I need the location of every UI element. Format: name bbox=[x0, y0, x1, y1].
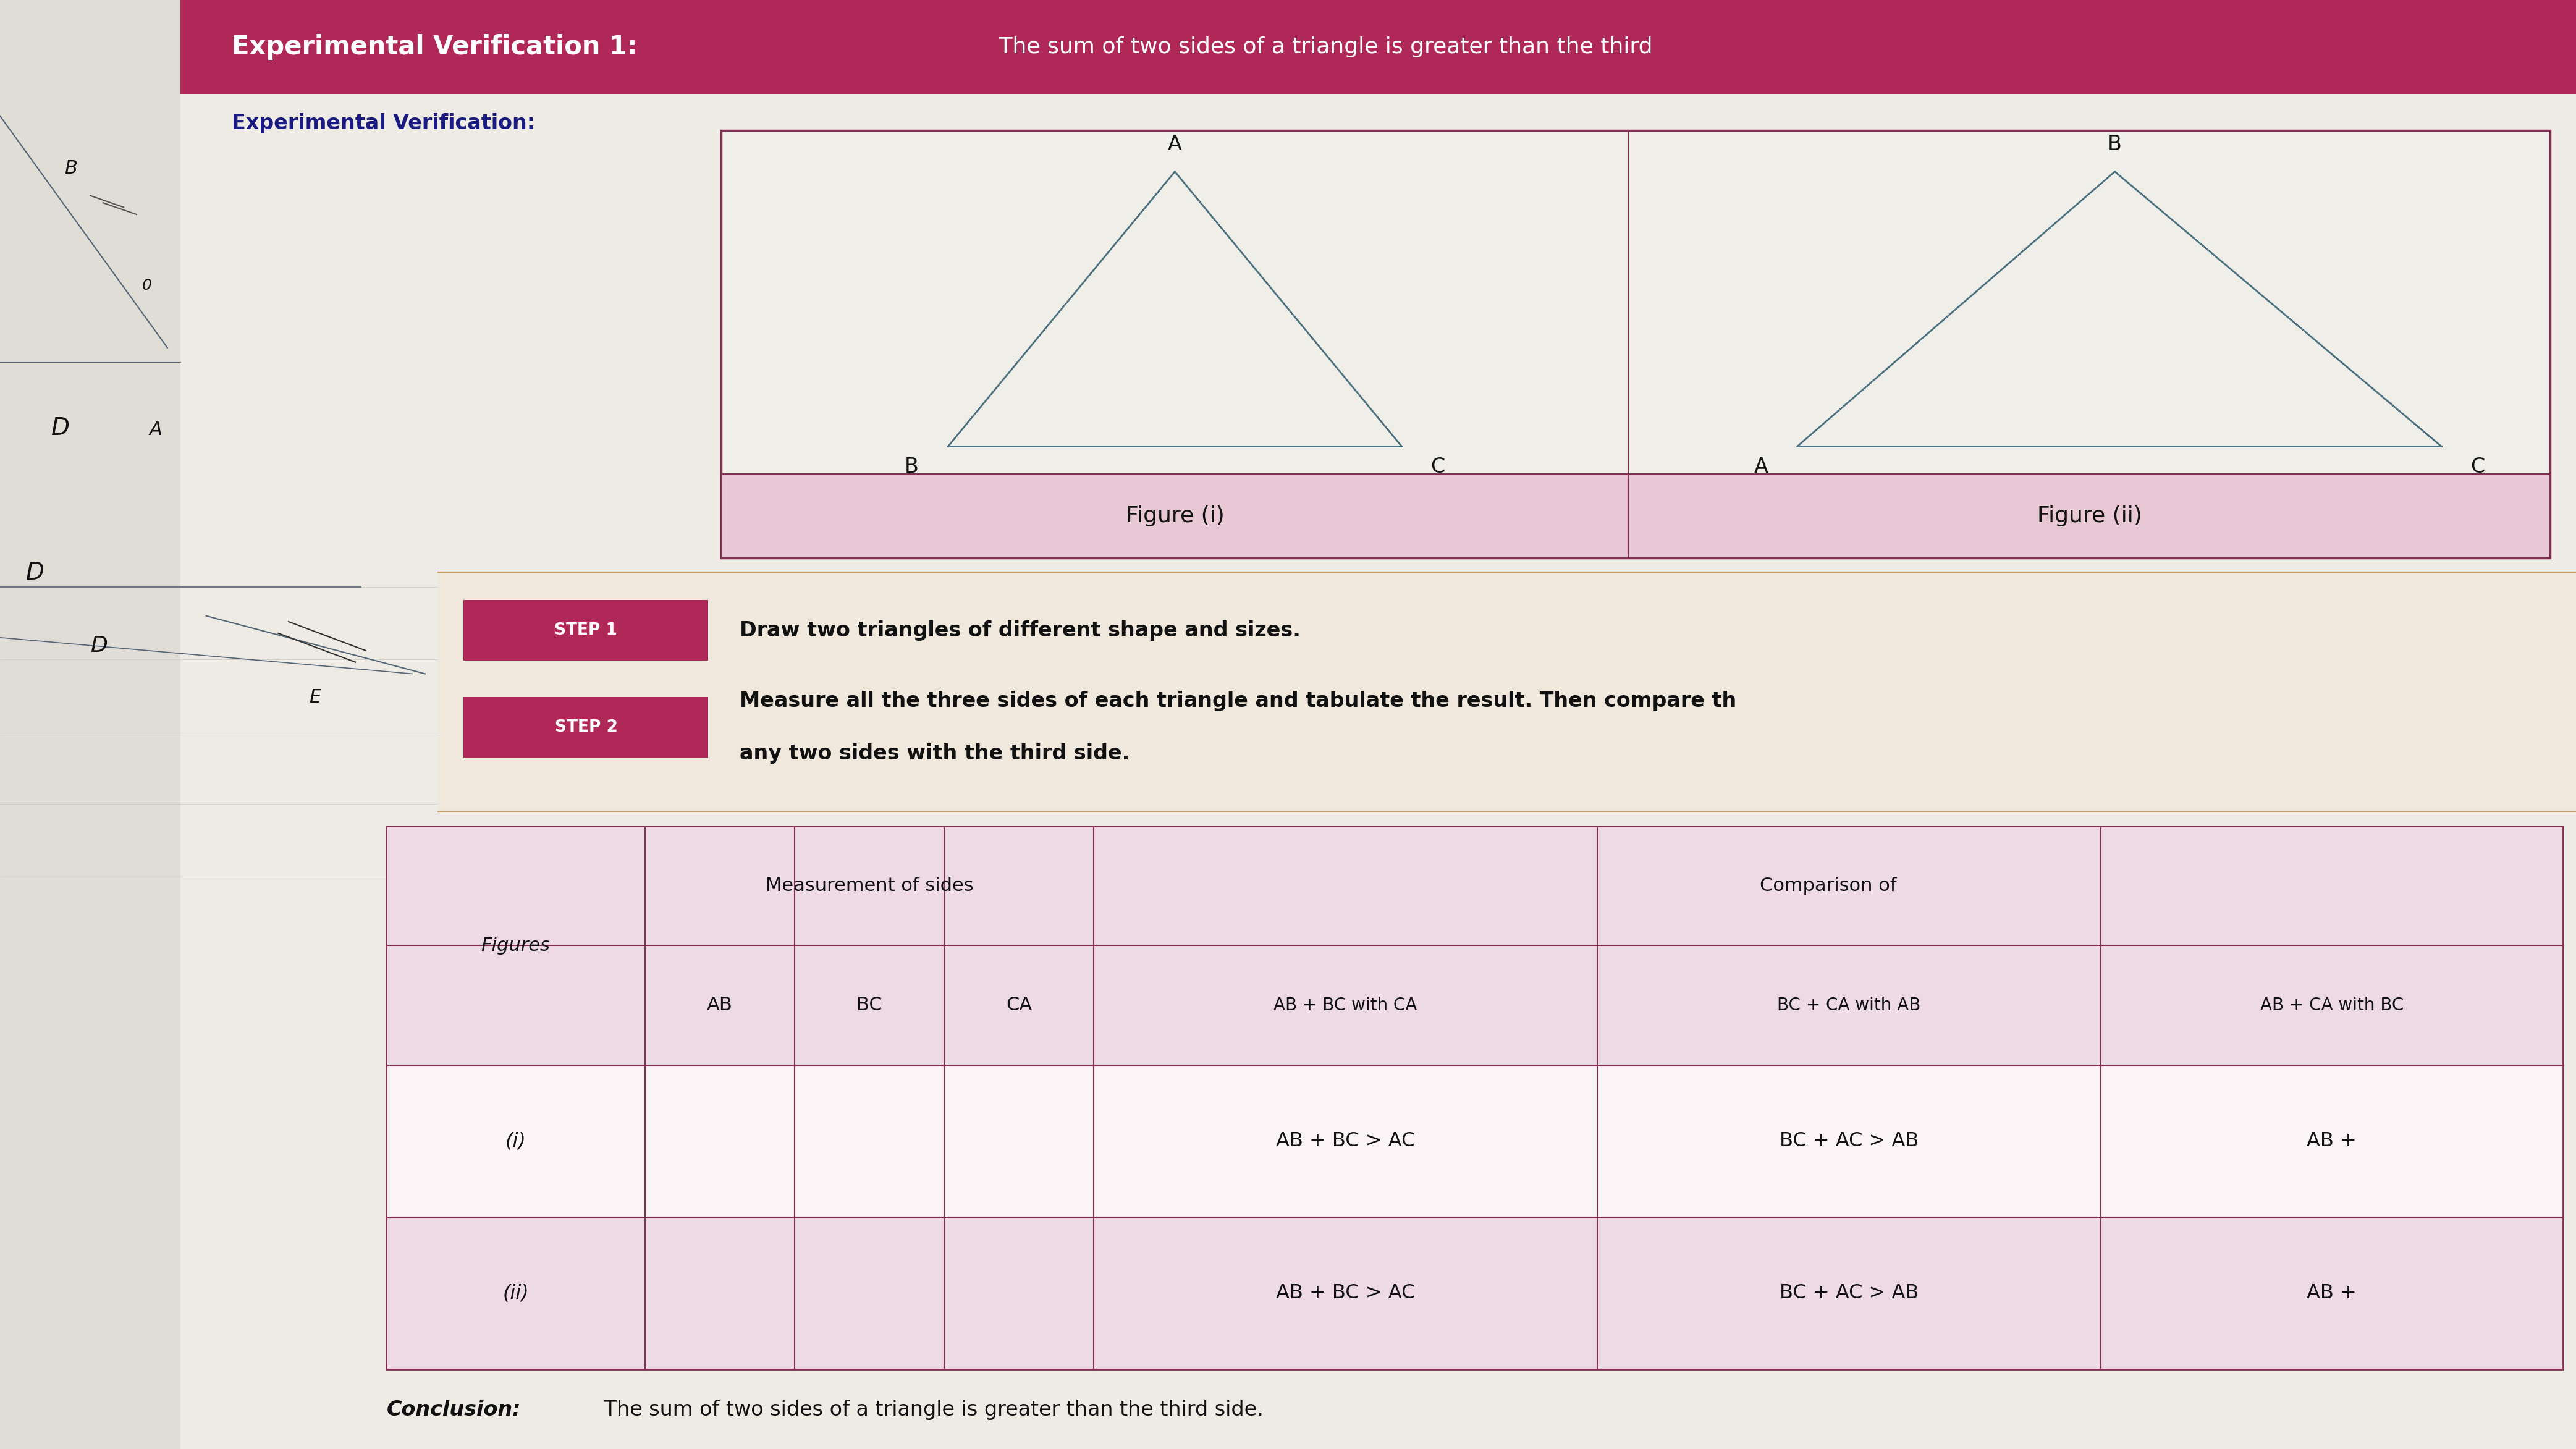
Text: Measurement of sides: Measurement of sides bbox=[765, 877, 974, 894]
Text: Comparison of: Comparison of bbox=[1759, 877, 1896, 894]
Text: Draw two triangles of different shape and sizes.: Draw two triangles of different shape an… bbox=[739, 620, 1301, 640]
Text: BC + AC > AB: BC + AC > AB bbox=[1780, 1132, 1919, 1151]
Text: AB +: AB + bbox=[2308, 1284, 2357, 1303]
Text: Experimental Verification:: Experimental Verification: bbox=[232, 113, 536, 133]
Text: BC + AC > AB: BC + AC > AB bbox=[1780, 1284, 1919, 1303]
Text: Experimental Verification 1:: Experimental Verification 1: bbox=[232, 35, 636, 59]
Bar bbox=[464, 600, 708, 661]
Text: Figure (ii): Figure (ii) bbox=[2038, 506, 2141, 526]
Text: B: B bbox=[904, 456, 920, 477]
Text: AB: AB bbox=[706, 997, 732, 1014]
Text: (i): (i) bbox=[505, 1132, 526, 1151]
Text: The sum of two sides of a triangle is greater than the third side.: The sum of two sides of a triangle is gr… bbox=[598, 1400, 1265, 1420]
Text: E: E bbox=[309, 688, 322, 707]
Text: C: C bbox=[1430, 456, 1445, 477]
Bar bbox=[386, 1217, 2563, 1369]
Bar bbox=[464, 697, 708, 758]
Text: CA: CA bbox=[1007, 997, 1033, 1014]
Text: Conclusion:: Conclusion: bbox=[386, 1400, 520, 1420]
Text: any two sides with the third side.: any two sides with the third side. bbox=[739, 743, 1128, 764]
Bar bbox=[438, 572, 2576, 811]
Text: STEP 1: STEP 1 bbox=[554, 622, 618, 639]
Text: Measure all the three sides of each triangle and tabulate the result. Then compa: Measure all the three sides of each tria… bbox=[739, 691, 1736, 711]
Bar bbox=[386, 945, 2563, 1065]
Text: AB +: AB + bbox=[2308, 1132, 2357, 1151]
Text: Figures: Figures bbox=[482, 936, 551, 955]
Text: A: A bbox=[1754, 456, 1767, 477]
Text: STEP 2: STEP 2 bbox=[554, 719, 618, 736]
Text: The sum of two sides of a triangle is greater than the third: The sum of two sides of a triangle is gr… bbox=[992, 36, 1654, 58]
Bar bbox=[386, 826, 2563, 946]
Text: B: B bbox=[2107, 133, 2123, 155]
Text: Figure (i): Figure (i) bbox=[1126, 506, 1224, 526]
Text: (ii): (ii) bbox=[502, 1284, 528, 1303]
Text: B: B bbox=[64, 159, 77, 178]
Text: BC + CA with AB: BC + CA with AB bbox=[1777, 997, 1922, 1014]
Bar bbox=[386, 1065, 2563, 1217]
Text: D: D bbox=[90, 635, 108, 656]
Text: AB + BC > AC: AB + BC > AC bbox=[1275, 1132, 1414, 1151]
Text: D: D bbox=[52, 416, 70, 439]
Bar bbox=[721, 474, 2550, 558]
Text: D: D bbox=[26, 561, 44, 584]
Text: C: C bbox=[2470, 456, 2486, 477]
Text: A: A bbox=[149, 420, 162, 439]
Bar bbox=[386, 826, 2563, 1369]
Text: 0: 0 bbox=[142, 278, 152, 293]
Text: AB + CA with BC: AB + CA with BC bbox=[2259, 997, 2403, 1014]
Text: AB + BC with CA: AB + BC with CA bbox=[1273, 997, 1417, 1014]
Text: BC: BC bbox=[855, 997, 881, 1014]
Text: A: A bbox=[1167, 133, 1182, 155]
Text: AB + BC > AC: AB + BC > AC bbox=[1275, 1284, 1414, 1303]
Bar bbox=[180, 0, 2576, 94]
Bar bbox=[0, 0, 180, 1449]
Bar bbox=[721, 130, 2550, 558]
